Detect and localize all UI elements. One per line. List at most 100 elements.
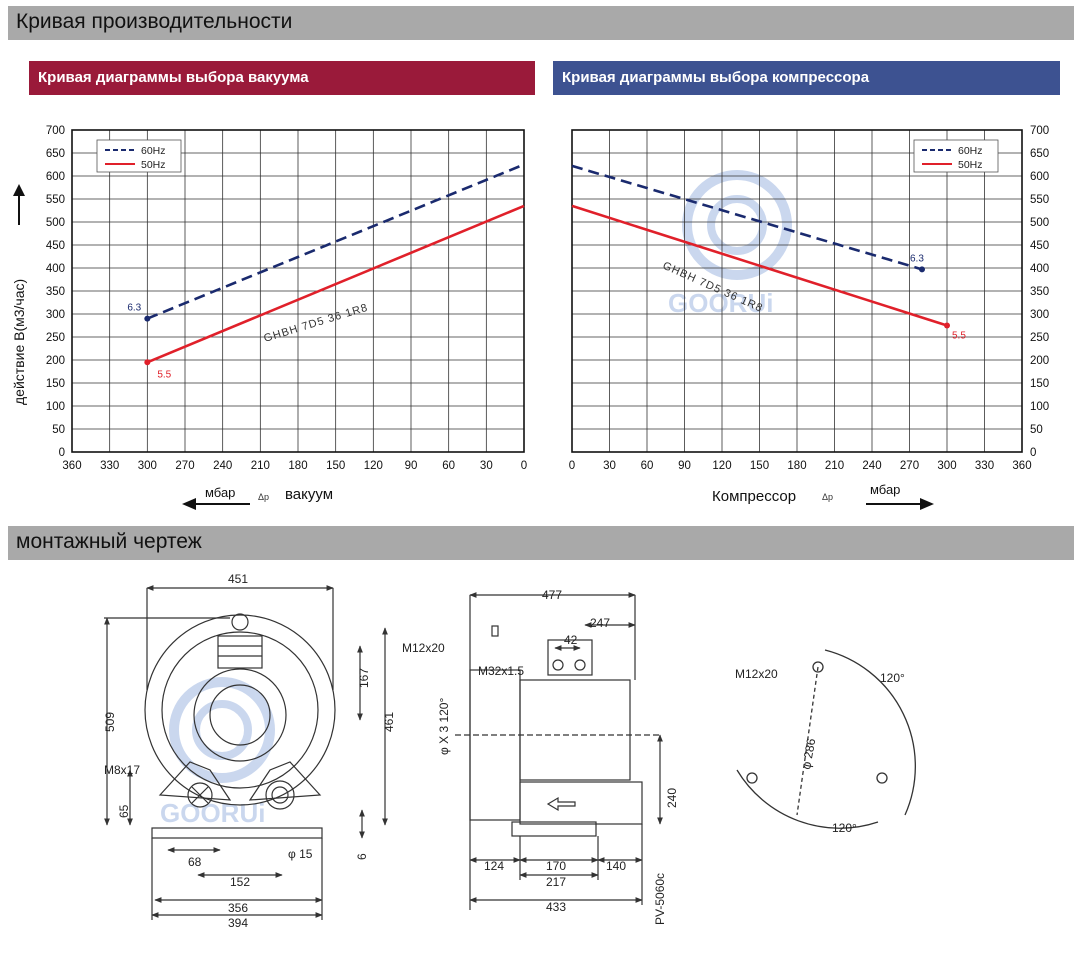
dim-label: 42 <box>564 633 578 647</box>
x-tick-label: 0 <box>569 460 575 472</box>
y-tick-label: 200 <box>46 355 65 367</box>
x-tick-label: 360 <box>62 460 81 472</box>
front-view-labels: 451 167 509 461 M8x17 65 68 152 356 394 … <box>103 572 396 930</box>
y-tick-label: 250 <box>46 332 65 344</box>
y-tick-label: 350 <box>1030 286 1049 298</box>
x-tick-label: 180 <box>288 460 307 472</box>
x-axis-label: Компрессор <box>712 488 796 505</box>
dim-label: φ X 3 120° <box>437 698 451 755</box>
x-tick-label: 120 <box>364 460 383 472</box>
compressor-chart: GOORUi 0 30 60 90 120 150 180 210 240 270 300 330 360… <box>569 125 1049 510</box>
series-point <box>144 359 151 366</box>
legend-box <box>913 139 999 173</box>
x-tick-label: 240 <box>862 460 881 472</box>
dim-label: 356 <box>228 901 248 915</box>
x-tick-label: 60 <box>442 460 455 472</box>
y-tick-label: 650 <box>1030 148 1049 160</box>
section-title: Кривая производительности <box>16 10 293 33</box>
legend-label: 60Hz <box>141 145 166 157</box>
dim-label: 170 <box>546 859 566 873</box>
dim-label: M12x20 <box>402 641 445 655</box>
dim-label: 433 <box>546 900 566 914</box>
dim-label: 65 <box>117 804 131 818</box>
dim-label: 461 <box>382 712 396 732</box>
dim-label: 124 <box>484 859 504 873</box>
dim-label: 240 <box>665 788 679 808</box>
legend-label: 50Hz <box>141 159 166 171</box>
side-view <box>455 592 663 910</box>
y-tick-label: 150 <box>46 378 65 390</box>
dim-label: M12x20 <box>735 667 778 681</box>
series-end-label: 5.5 <box>952 331 966 342</box>
x-tick-label: 330 <box>975 460 994 472</box>
x-tick-label: 210 <box>825 460 844 472</box>
y-tick-label: 150 <box>1030 378 1049 390</box>
x-tick-label: 360 <box>1012 460 1031 472</box>
x-tick-label: 30 <box>480 460 493 472</box>
x-tick-label: 60 <box>641 460 654 472</box>
series-line-60Hz <box>571 164 923 271</box>
x-tick-label: 150 <box>326 460 345 472</box>
x-tick-label: 270 <box>175 460 194 472</box>
dim-label: 140 <box>606 859 626 873</box>
dim-label: φ 286 <box>799 737 818 770</box>
dim-label: 120° <box>880 671 905 685</box>
flange-view <box>736 649 916 829</box>
x-tick-label: 90 <box>405 460 418 472</box>
section-title: монтажный чертеж <box>16 530 202 553</box>
dim-label: PV-5060c <box>653 873 667 925</box>
mounting-drawing: GOORUi 451 167 <box>103 572 916 930</box>
y-axis-label: действие B(м3/час) <box>11 279 27 405</box>
dim-label: 68 <box>188 855 202 869</box>
x-axis-arrow-head <box>182 498 196 510</box>
x-axis-symbol: Δp <box>822 492 833 502</box>
y-tick-label: 0 <box>59 447 65 459</box>
y-tick-label: 350 <box>46 286 65 298</box>
dim-label: 120° <box>832 821 857 835</box>
dim-label: 477 <box>542 588 562 602</box>
y-tick-label: 550 <box>1030 194 1049 206</box>
dim-label: 451 <box>228 572 248 586</box>
y-tick-label: 400 <box>46 263 65 275</box>
x-tick-label: 90 <box>678 460 691 472</box>
x-axis-unit: мбар <box>205 485 235 500</box>
y-tick-label: 600 <box>1030 171 1049 183</box>
x-tick-label: 150 <box>750 460 769 472</box>
watermark-logo: GOORUi <box>160 677 275 828</box>
y-tick-label: 650 <box>46 148 65 160</box>
x-axis-label: вакуум <box>285 486 333 503</box>
series-end-label: 5.5 <box>157 369 171 380</box>
series-end-label: 6.3 <box>127 303 141 314</box>
x-tick-label: 210 <box>251 460 270 472</box>
x-tick-label: 330 <box>100 460 119 472</box>
dim-label: M8x17 <box>104 763 140 777</box>
plot-frame <box>71 129 525 453</box>
x-axis-symbol: Δp <box>258 492 269 502</box>
y-tick-label: 450 <box>46 240 65 252</box>
series-line-50Hz <box>571 204 948 327</box>
dim-label: 509 <box>103 712 117 732</box>
compressor-chart-header: Кривая диаграммы выбора компрессора <box>553 61 1060 95</box>
y-tick-label: 500 <box>1030 217 1049 229</box>
side-view-labels: 477 247 42 M12x20 M32x1.5 φ X 3 120° 240… <box>402 588 679 925</box>
legend-label: 60Hz <box>958 145 983 157</box>
x-tick-label: 240 <box>213 460 232 472</box>
y-tick-label: 300 <box>1030 309 1049 321</box>
flange-view-labels: M12x20 120° φ 286 120° <box>735 667 905 835</box>
y-tick-label: 250 <box>1030 332 1049 344</box>
y-tick-label: 500 <box>46 217 65 229</box>
watermark-ring <box>707 195 767 255</box>
dim-label: 152 <box>230 875 250 889</box>
compressor-chart-title: Кривая диаграммы выбора компрессора <box>562 69 870 86</box>
series-point <box>144 315 151 322</box>
watermark-text: GOORUi <box>160 798 265 828</box>
watermark-ring <box>682 170 792 280</box>
series-end-label: 6.3 <box>910 253 924 264</box>
y-tick-label: 400 <box>1030 263 1049 275</box>
plot-frame <box>571 129 1023 453</box>
x-tick-label: 0 <box>521 460 527 472</box>
series-line-50Hz <box>146 204 525 364</box>
x-tick-label: 300 <box>937 460 956 472</box>
y-tick-label: 450 <box>1030 240 1049 252</box>
y-tick-label: 600 <box>46 171 65 183</box>
